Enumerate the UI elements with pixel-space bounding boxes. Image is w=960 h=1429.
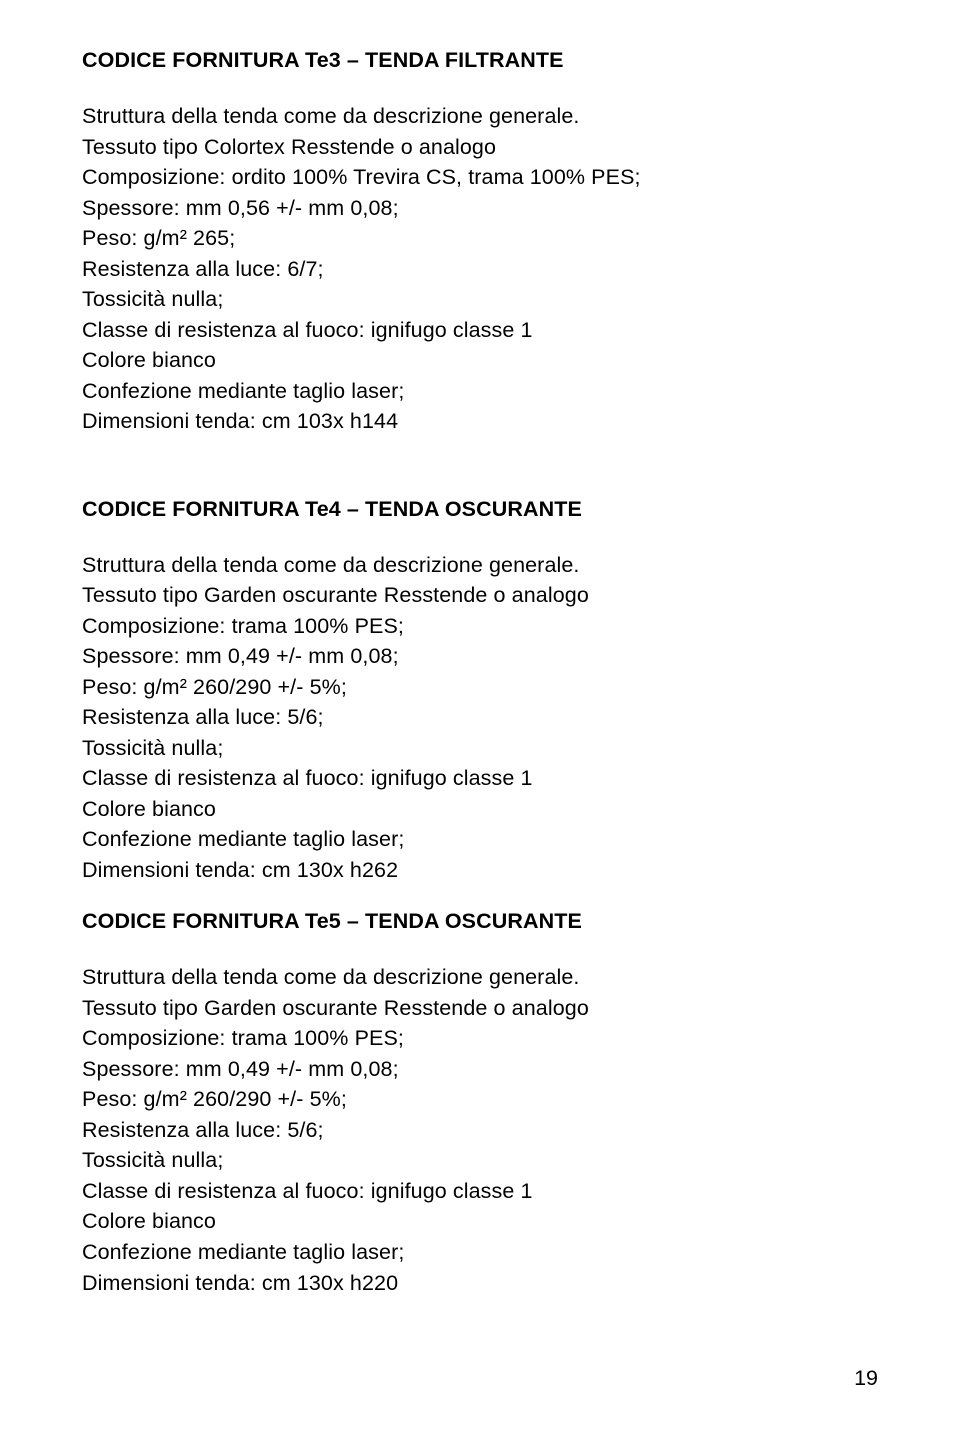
body-line: Spessore: mm 0,49 +/- mm 0,08;	[82, 641, 878, 672]
body-line: Resistenza alla luce: 6/7;	[82, 254, 878, 285]
body-line: Peso: g/m² 265;	[82, 223, 878, 254]
body-line: Spessore: mm 0,56 +/- mm 0,08;	[82, 193, 878, 224]
document-body: CODICE FORNITURA Te3 – TENDA FILTRANTE St…	[82, 48, 878, 1298]
body-line: Peso: g/m² 260/290 +/- 5%;	[82, 1084, 878, 1115]
body-line: Tessuto tipo Garden oscurante Resstende …	[82, 993, 878, 1024]
body-line: Classe di resistenza al fuoco: ignifugo …	[82, 1176, 878, 1207]
body-line: Spessore: mm 0,49 +/- mm 0,08;	[82, 1054, 878, 1085]
body-line: Composizione: trama 100% PES;	[82, 1023, 878, 1054]
body-line: Confezione mediante taglio laser;	[82, 824, 878, 855]
body-line: Confezione mediante taglio laser;	[82, 376, 878, 407]
body-line: Tessuto tipo Colortex Resstende o analog…	[82, 132, 878, 163]
body-line: Dimensioni tenda: cm 130x h262	[82, 855, 878, 886]
section-heading: CODICE FORNITURA Te3 – TENDA FILTRANTE	[82, 48, 878, 73]
section: CODICE FORNITURA Te3 – TENDA FILTRANTE St…	[82, 48, 878, 437]
body-line: Colore bianco	[82, 1206, 878, 1237]
section-heading: CODICE FORNITURA Te4 – TENDA OSCURANTE	[82, 497, 878, 522]
body-line: Classe di resistenza al fuoco: ignifugo …	[82, 763, 878, 794]
page-number: 19	[854, 1366, 878, 1391]
body-line: Struttura della tenda come da descrizion…	[82, 962, 878, 993]
body-line: Peso: g/m² 260/290 +/- 5%;	[82, 672, 878, 703]
body-line: Resistenza alla luce: 5/6;	[82, 1115, 878, 1146]
section: CODICE FORNITURA Te5 – TENDA OSCURANTE St…	[82, 909, 878, 1298]
section-heading: CODICE FORNITURA Te5 – TENDA OSCURANTE	[82, 909, 878, 934]
body-line: Composizione: trama 100% PES;	[82, 611, 878, 642]
body-line: Tossicità nulla;	[82, 733, 878, 764]
body-line: Composizione: ordito 100% Trevira CS, tr…	[82, 162, 878, 193]
body-line: Dimensioni tenda: cm 103x h144	[82, 406, 878, 437]
body-line: Tessuto tipo Garden oscurante Resstende …	[82, 580, 878, 611]
body-line: Colore bianco	[82, 794, 878, 825]
body-line: Colore bianco	[82, 345, 878, 376]
body-line: Tossicità nulla;	[82, 1145, 878, 1176]
body-line: Struttura della tenda come da descrizion…	[82, 101, 878, 132]
section: CODICE FORNITURA Te4 – TENDA OSCURANTE St…	[82, 497, 878, 886]
body-line: Tossicità nulla;	[82, 284, 878, 315]
body-line: Classe di resistenza al fuoco: ignifugo …	[82, 315, 878, 346]
body-line: Struttura della tenda come da descrizion…	[82, 550, 878, 581]
body-line: Confezione mediante taglio laser;	[82, 1237, 878, 1268]
body-line: Dimensioni tenda: cm 130x h220	[82, 1268, 878, 1299]
body-line: Resistenza alla luce: 5/6;	[82, 702, 878, 733]
